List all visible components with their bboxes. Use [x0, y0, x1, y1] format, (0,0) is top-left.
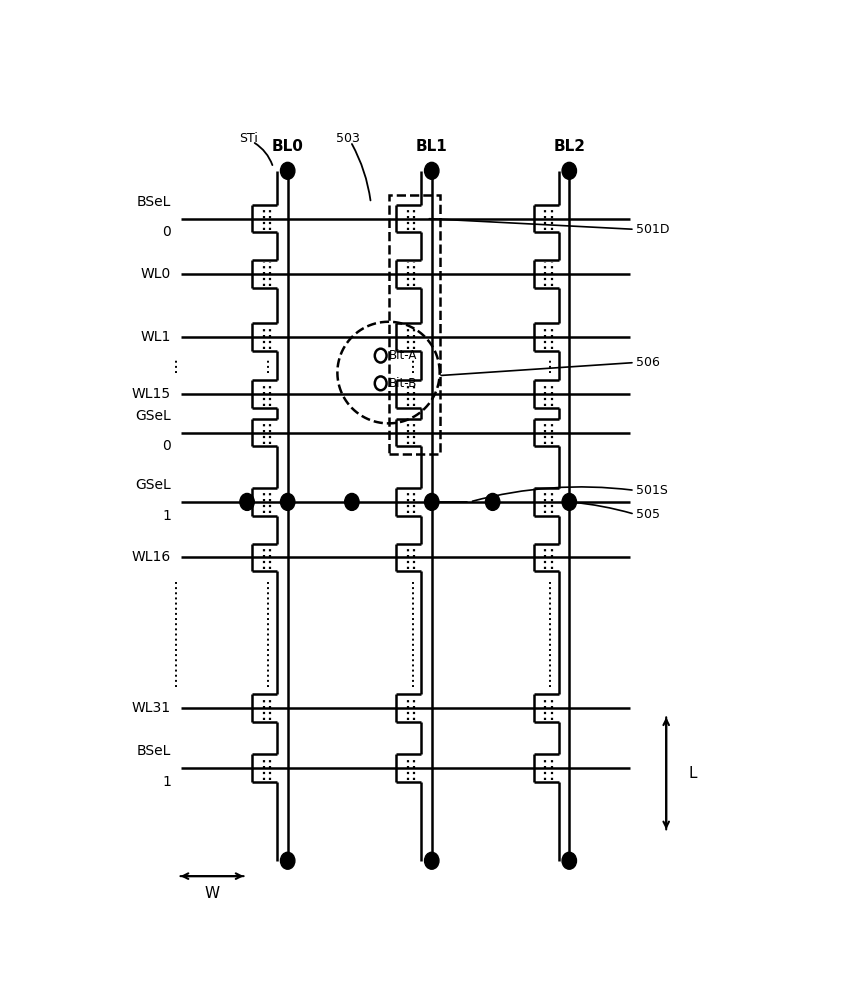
Text: 503: 503	[336, 132, 360, 145]
Circle shape	[484, 493, 500, 510]
Circle shape	[561, 852, 576, 869]
Circle shape	[240, 493, 254, 510]
Text: 1: 1	[162, 509, 170, 523]
Text: BL0: BL0	[272, 139, 303, 154]
Text: WL0: WL0	[141, 267, 170, 281]
Text: STi: STi	[239, 132, 257, 145]
Text: Bit-A: Bit-A	[388, 349, 416, 362]
Circle shape	[561, 162, 576, 179]
Circle shape	[344, 493, 359, 510]
Circle shape	[424, 493, 438, 510]
Text: WL1: WL1	[141, 330, 170, 344]
Text: GSeL: GSeL	[135, 478, 170, 492]
Text: WL15: WL15	[132, 387, 170, 401]
Circle shape	[424, 162, 438, 179]
Circle shape	[280, 493, 295, 510]
Text: Bit-B: Bit-B	[388, 377, 416, 390]
Text: W: W	[204, 886, 219, 901]
Text: GSeL: GSeL	[135, 409, 170, 423]
Text: 1: 1	[162, 775, 170, 789]
Text: BSeL: BSeL	[137, 744, 170, 758]
Text: BL2: BL2	[553, 139, 585, 154]
Text: 501S: 501S	[636, 484, 667, 497]
Text: 0: 0	[162, 225, 170, 239]
Circle shape	[280, 852, 295, 869]
Bar	[388, 195, 439, 454]
Text: BL1: BL1	[415, 139, 447, 154]
Circle shape	[561, 493, 576, 510]
Text: WL31: WL31	[132, 701, 170, 715]
Text: 506: 506	[636, 356, 659, 369]
Text: 501D: 501D	[636, 223, 668, 236]
Text: WL16: WL16	[132, 550, 170, 564]
Text: 0: 0	[162, 439, 170, 453]
Circle shape	[280, 162, 295, 179]
Circle shape	[424, 852, 438, 869]
Text: L: L	[687, 766, 695, 781]
Text: 505: 505	[636, 508, 659, 521]
Text: BSeL: BSeL	[137, 195, 170, 209]
